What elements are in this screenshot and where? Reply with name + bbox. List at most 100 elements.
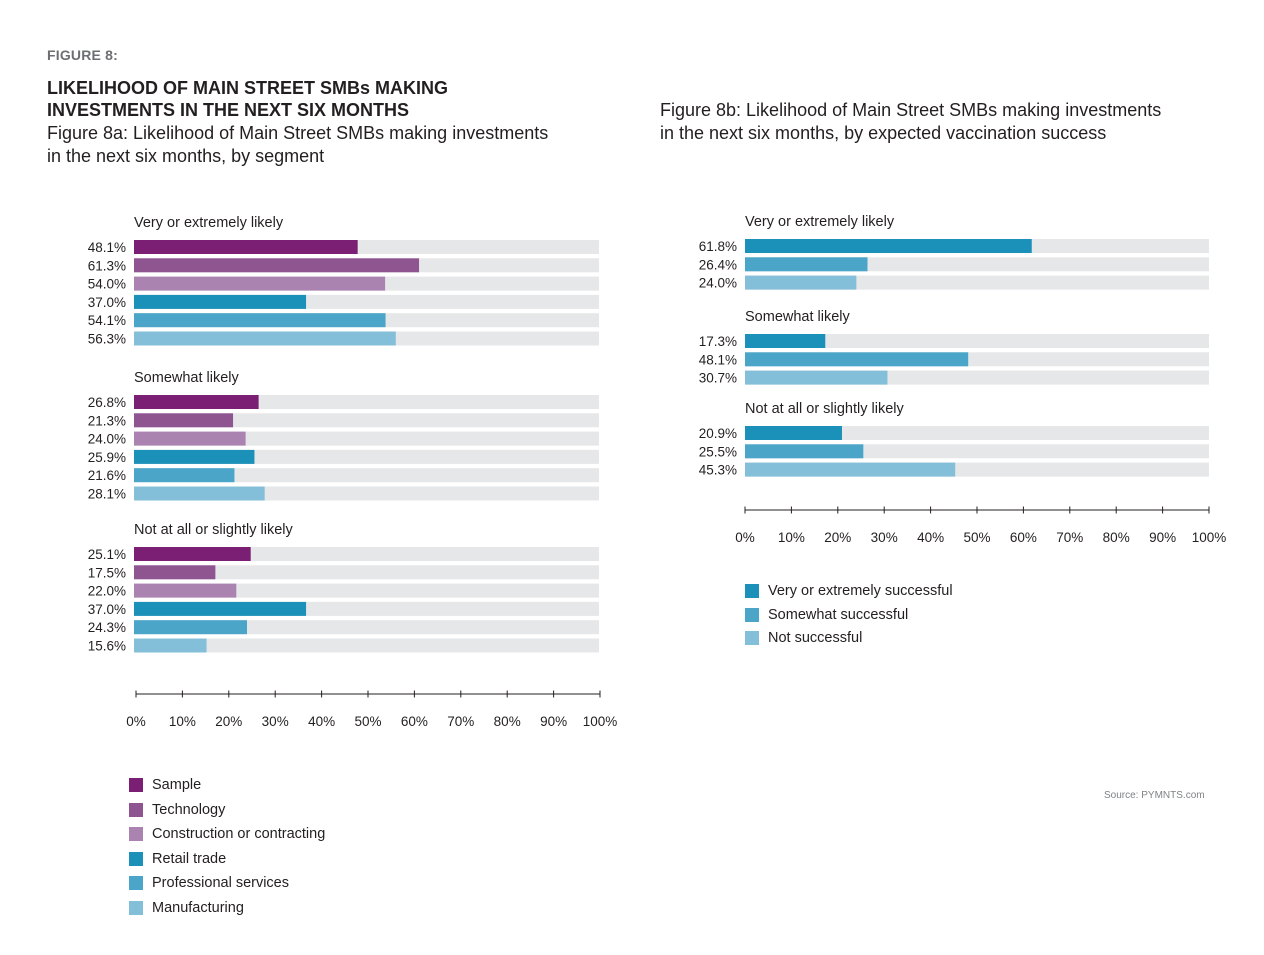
bar-track bbox=[134, 413, 599, 428]
legend-label: Somewhat successful bbox=[768, 606, 909, 623]
legend-label: Very or extremely successful bbox=[768, 583, 953, 599]
bar-track bbox=[745, 334, 1209, 348]
source-note: Source: PYMNTS.com bbox=[1104, 790, 1205, 801]
bar bbox=[745, 352, 969, 367]
data-label: 25.1% bbox=[88, 547, 126, 562]
bar-track bbox=[134, 468, 599, 483]
group-label: Not at all or slightly likely bbox=[134, 522, 293, 538]
data-label: 48.1% bbox=[699, 352, 737, 367]
bar bbox=[134, 431, 246, 446]
chart-8b: Very or extremely likely 61.8% 26.4% 24.0% S… bbox=[699, 214, 1227, 545]
data-label: 25.5% bbox=[699, 444, 737, 459]
data-label: 24.0% bbox=[699, 276, 737, 291]
data-label: 56.3% bbox=[88, 332, 126, 347]
bar bbox=[134, 601, 307, 616]
legend-swatch bbox=[129, 827, 143, 841]
legend-label: Sample bbox=[152, 777, 202, 793]
bar bbox=[134, 547, 251, 561]
bar-track bbox=[134, 431, 599, 446]
legend-swatch bbox=[129, 851, 143, 866]
data-label: 24.3% bbox=[88, 620, 126, 635]
bar bbox=[745, 370, 888, 385]
legend-swatch bbox=[129, 900, 143, 915]
x-tick-label: 40% bbox=[308, 714, 335, 729]
group-label: Very or extremely likely bbox=[134, 215, 284, 231]
bar-track bbox=[134, 620, 599, 635]
legend-label: Technology bbox=[152, 801, 226, 818]
bar bbox=[134, 258, 420, 273]
legend-item: Retail trade bbox=[129, 849, 226, 869]
legend-label: Retail trade bbox=[152, 850, 227, 867]
x-tick-label: 20% bbox=[824, 530, 851, 545]
chart-8b-title: Figure 8b: Likelihood of Main Street SMB… bbox=[660, 100, 1162, 143]
data-label: 54.0% bbox=[88, 277, 126, 292]
bar-track bbox=[134, 638, 599, 653]
legend-item: Construction or contracting bbox=[129, 824, 325, 844]
data-label: 45.3% bbox=[699, 463, 737, 478]
bar bbox=[745, 334, 826, 348]
x-tick-label: 30% bbox=[262, 714, 289, 729]
data-label: 26.8% bbox=[88, 395, 126, 410]
bar-track bbox=[134, 583, 599, 598]
bar bbox=[134, 449, 255, 464]
data-label: 17.5% bbox=[88, 565, 126, 580]
legend-label: Not successful bbox=[768, 630, 863, 646]
x-tick-label: 50% bbox=[354, 714, 381, 729]
x-tick-label: 10% bbox=[169, 714, 196, 729]
bar bbox=[745, 426, 842, 440]
data-label: 17.3% bbox=[699, 334, 737, 349]
data-label: 24.0% bbox=[88, 432, 126, 447]
bar-track bbox=[134, 565, 599, 580]
x-tick-label: 0% bbox=[735, 530, 755, 545]
bar bbox=[134, 486, 265, 501]
chart-8a: Very or extremely likely 48.1% 61.3% 54.0% 3… bbox=[88, 215, 618, 729]
bar bbox=[134, 413, 234, 428]
bar bbox=[134, 620, 247, 635]
bar bbox=[745, 444, 864, 459]
main-title-line1: LIKELIHOOD OF MAIN STREET SMBs MAKING bbox=[47, 78, 449, 98]
bar bbox=[745, 462, 956, 477]
x-tick-label: 90% bbox=[540, 714, 567, 729]
legend-item: Somewhat successful bbox=[745, 605, 908, 625]
legend-swatch bbox=[745, 607, 759, 622]
bar bbox=[134, 583, 237, 598]
bar bbox=[134, 313, 386, 328]
data-label: 20.9% bbox=[699, 426, 737, 441]
bar bbox=[745, 275, 857, 290]
chart-8a-title: Figure 8a: Likelihood of Main Street SMB… bbox=[47, 123, 549, 166]
data-label: 37.0% bbox=[88, 602, 126, 617]
x-tick-label: 40% bbox=[917, 530, 944, 545]
bar-track bbox=[745, 426, 1209, 440]
bar bbox=[134, 638, 207, 653]
main-title: LIKELIHOOD OF MAIN STREET SMBs MAKING IN… bbox=[47, 77, 567, 121]
x-tick-label: 70% bbox=[447, 714, 474, 729]
x-tick-label: 80% bbox=[494, 714, 521, 729]
data-label: 61.3% bbox=[88, 258, 126, 273]
bar bbox=[134, 331, 396, 346]
legend-swatch bbox=[129, 778, 143, 792]
x-tick-label: 100% bbox=[583, 714, 618, 729]
main-title-line2: INVESTMENTS IN THE NEXT SIX MONTHS bbox=[47, 100, 410, 120]
x-tick-label: 80% bbox=[1103, 530, 1130, 545]
x-tick-label: 10% bbox=[778, 530, 805, 545]
x-tick-label: 0% bbox=[126, 714, 146, 729]
data-label: 26.4% bbox=[699, 257, 737, 272]
bar bbox=[745, 239, 1032, 253]
x-tick-label: 50% bbox=[963, 530, 990, 545]
x-tick-label: 100% bbox=[1192, 530, 1227, 545]
bar bbox=[134, 276, 386, 291]
x-tick-label: 60% bbox=[1010, 530, 1037, 545]
legend-swatch bbox=[745, 584, 759, 598]
legend-item: Very or extremely successful bbox=[745, 581, 953, 601]
legend-item: Manufacturing bbox=[129, 898, 244, 918]
bar bbox=[134, 565, 216, 580]
legend-label: Professional services bbox=[152, 875, 289, 891]
data-label: 22.0% bbox=[88, 584, 126, 599]
legend-label: Manufacturing bbox=[152, 899, 244, 916]
x-tick-label: 30% bbox=[871, 530, 898, 545]
bar bbox=[134, 395, 259, 409]
data-label: 15.6% bbox=[88, 639, 126, 654]
bar bbox=[134, 240, 358, 254]
data-label: 61.8% bbox=[699, 239, 737, 254]
